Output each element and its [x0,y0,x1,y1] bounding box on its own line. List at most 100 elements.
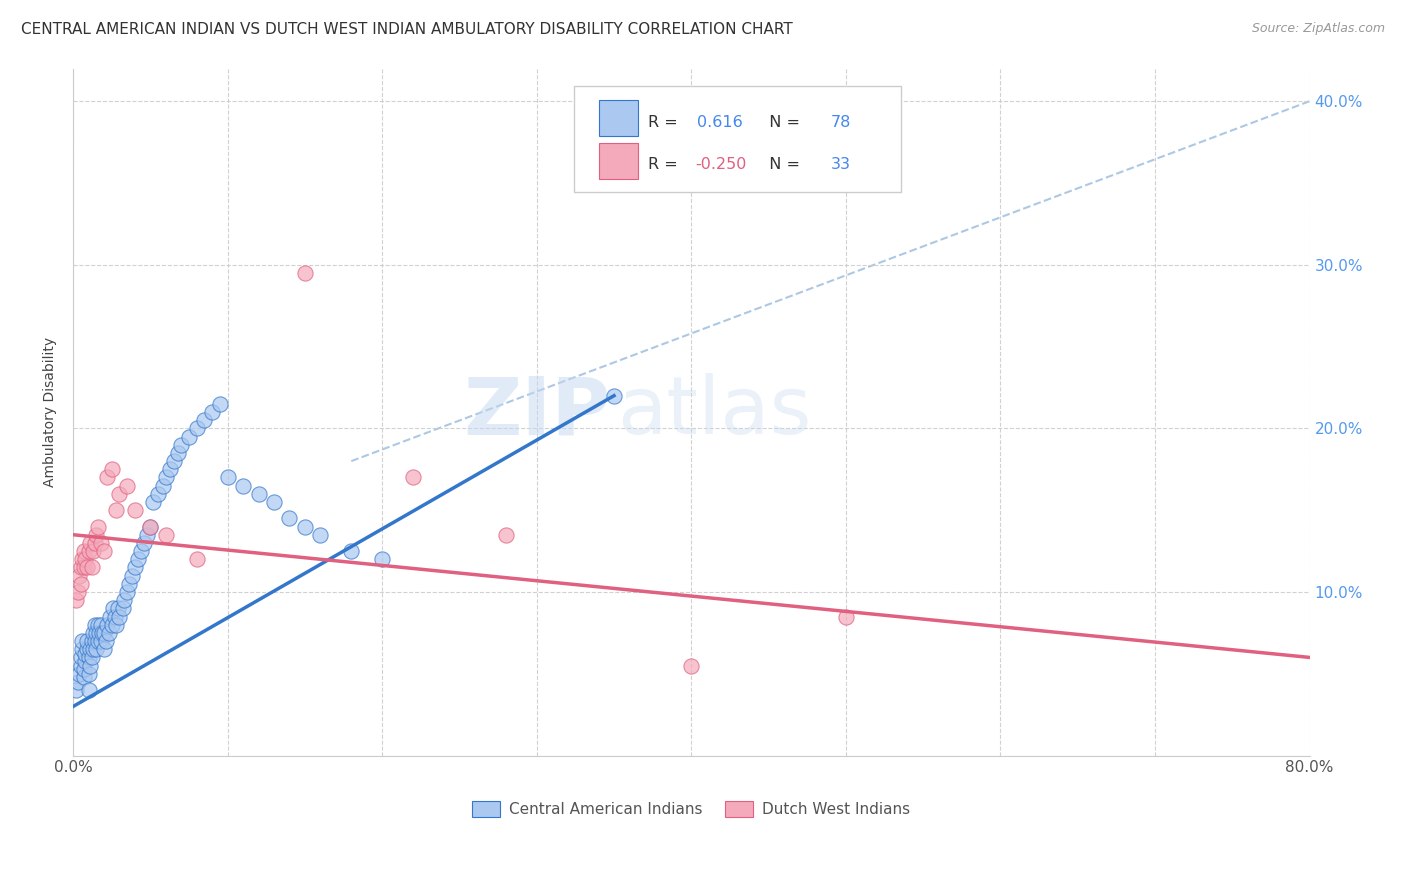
Point [73,662,96,676]
Point [162,454,184,468]
Point [134,536,156,550]
Point [83,617,105,632]
Point [76,560,98,574]
Point [121,568,143,582]
Point [115,478,138,492]
Point [105,503,128,517]
Point [89,626,111,640]
Point [93,642,115,657]
Point [79,536,101,550]
Legend: Central American Indians, Dutch West Indians: Central American Indians, Dutch West Ind… [467,796,917,823]
Point [84,626,107,640]
Point [82,626,104,640]
Point [263,495,285,509]
Text: R =: R = [648,115,688,129]
Point [69,650,91,665]
Point [75,552,97,566]
Text: R =: R = [648,157,683,172]
Point [84,642,107,657]
Point [142,495,165,509]
Point [603,389,626,403]
Point [186,552,208,566]
Point [139,519,162,533]
Point [124,503,146,517]
Point [80,650,103,665]
Point [83,536,105,550]
Point [69,560,91,574]
Text: N =: N = [759,157,806,172]
Point [112,593,135,607]
Point [247,487,270,501]
Point [294,266,316,280]
Point [76,642,98,657]
Point [77,650,100,665]
Point [177,429,200,443]
Point [90,634,112,648]
Point [105,617,128,632]
Text: -0.250: -0.250 [695,157,747,172]
Point [167,446,190,460]
Point [129,544,152,558]
Point [98,609,121,624]
Point [118,576,141,591]
Point [87,634,110,648]
Point [69,658,91,673]
Point [90,536,112,550]
FancyBboxPatch shape [574,86,901,192]
Point [67,568,90,582]
Point [82,544,104,558]
Text: 33: 33 [831,157,851,172]
Point [232,478,254,492]
Point [294,519,316,533]
Point [278,511,301,525]
Point [201,405,224,419]
Point [124,560,146,574]
Point [97,626,120,640]
Point [495,527,517,541]
Text: N =: N = [759,115,806,129]
Point [104,609,127,624]
Point [193,413,215,427]
Point [152,478,174,492]
Point [73,544,96,558]
Point [87,617,110,632]
Point [159,462,181,476]
Point [100,462,122,476]
Point [217,470,239,484]
Point [136,527,159,541]
Point [96,617,118,632]
Point [155,527,177,541]
Point [72,552,94,566]
Point [835,609,858,624]
Point [90,617,112,632]
Point [76,634,98,648]
Point [79,642,101,657]
Point [108,609,131,624]
Point [66,675,89,690]
Point [340,544,363,558]
Point [77,683,100,698]
Point [72,634,94,648]
Point [107,601,129,615]
Text: atlas: atlas [617,373,811,451]
Point [681,658,703,673]
Point [73,670,96,684]
Point [170,438,193,452]
Point [103,601,125,615]
Point [75,654,97,668]
Point [84,527,107,541]
FancyBboxPatch shape [599,143,638,178]
Point [66,585,89,599]
Text: ZIP: ZIP [464,373,612,451]
Y-axis label: Ambulatory Disability: Ambulatory Disability [44,337,58,487]
Point [87,519,110,533]
Point [94,634,117,648]
Point [83,634,105,648]
Point [77,544,100,558]
Point [402,470,425,484]
Point [309,527,332,541]
Text: 78: 78 [831,115,852,129]
Point [127,552,149,566]
Point [72,642,94,657]
Point [208,397,231,411]
